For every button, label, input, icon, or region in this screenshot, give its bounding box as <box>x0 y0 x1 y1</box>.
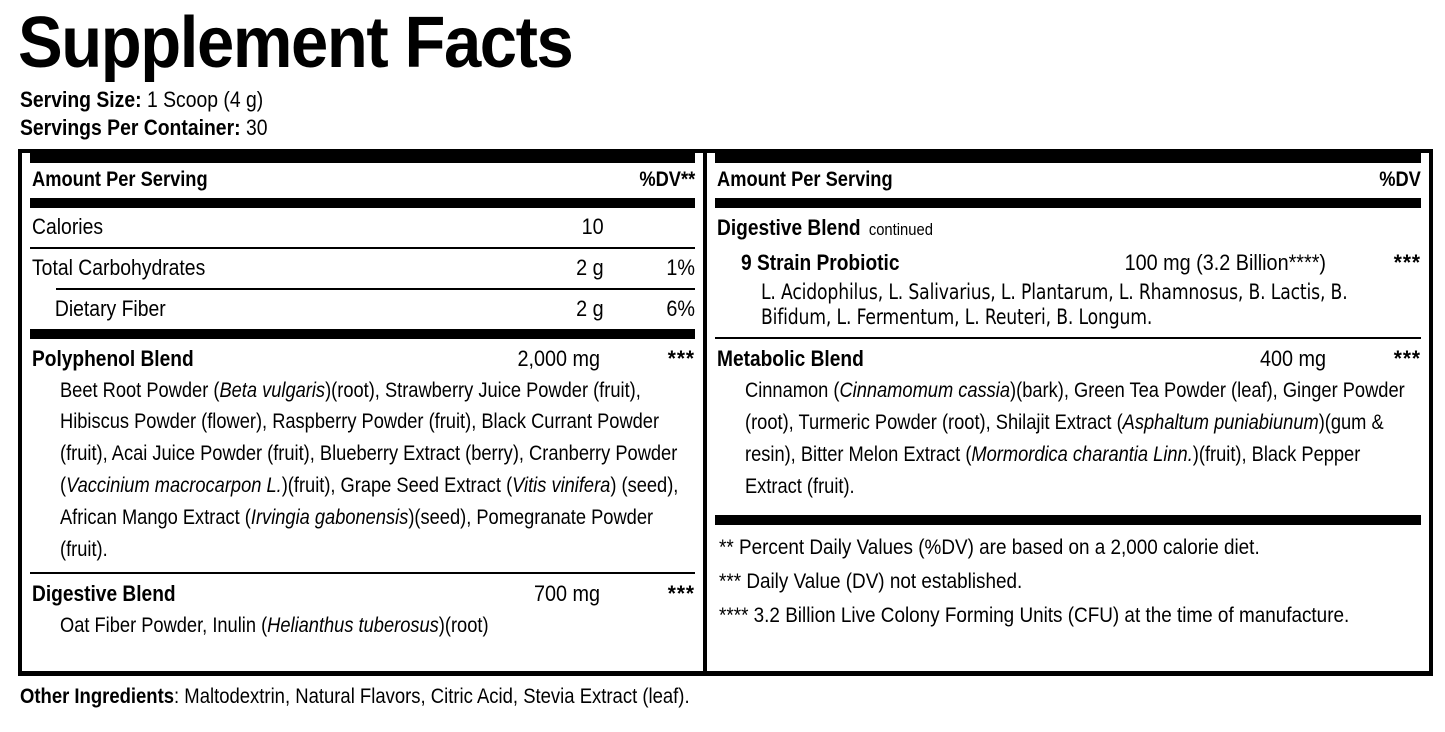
blend-name: Metabolic Blend <box>716 345 864 371</box>
footnote-item: *** Daily Value (DV) not established. <box>719 565 1419 599</box>
other-ingredients-line: Other Ingredients: Maltodextrin, Natural… <box>20 685 1438 709</box>
left-mid-bar <box>30 328 695 339</box>
row-divider <box>714 336 1421 339</box>
serving-info: Serving Size: 1 Scoop (4 g) Servings Per… <box>20 86 1441 142</box>
right-column-header: Amount Per Serving %DV <box>715 163 1421 198</box>
ingredient-text: Beet Root Powder (Beta vulgaris)(root), … <box>60 378 679 562</box>
other-ingredients: Other Ingredients: Maltodextrin, Natural… <box>20 685 1437 709</box>
nutrient-name: Calories <box>32 213 104 239</box>
footnote-text: ** Percent Daily Values (%DV) are based … <box>718 535 1260 559</box>
blend-row-metabolic: Metabolic Blend 400 mg *** <box>715 339 1421 374</box>
blend-name: Polyphenol Blend <box>32 345 194 371</box>
left-dv-label: %DV** <box>638 167 695 191</box>
ingredient-text: Cinnamon (Cinnamomum cassia)(bark), Gree… <box>744 378 1405 498</box>
blend-row-digestive: Digestive Blend 700 mg *** <box>30 574 695 609</box>
footnotes: ** Percent Daily Values (%DV) are based … <box>715 525 1421 633</box>
continued-label: continued <box>868 219 933 239</box>
footnote-item: **** 3.2 Billion Live Colony Forming Uni… <box>719 599 1419 633</box>
nutrient-dv: 1% <box>666 254 695 280</box>
servings-per-container-value: 30 <box>240 115 268 141</box>
probiotic-amount: 100 mg (3.2 Billion****) <box>1124 249 1326 275</box>
serving-size-value: 1 Scoop (4 g) <box>141 87 264 113</box>
left-header-bar <box>30 197 695 208</box>
metabolic-ingredients: Cinnamon (Cinnamomum cassia)(bark), Gree… <box>715 374 1421 509</box>
blend-amount: 700 mg <box>533 580 600 606</box>
blend-row-probiotic: 9 Strain Probiotic 100 mg (3.2 Billion**… <box>715 243 1421 278</box>
ingredient-text: Oat Fiber Powder, Inulin (Helianthus tub… <box>60 613 489 637</box>
serving-size-line: Serving Size: 1 Scoop (4 g) <box>20 86 1441 114</box>
blend-amount: 400 mg <box>1259 345 1326 371</box>
footnote-text: **** 3.2 Billion Live Colony Forming Uni… <box>718 603 1349 627</box>
other-ingredients-label: Other Ingredients <box>20 684 175 708</box>
footnote-item: ** Percent Daily Values (%DV) are based … <box>719 531 1419 565</box>
right-amount-per-serving-label: Amount Per Serving <box>716 167 893 191</box>
nutrient-name: Dietary Fiber <box>54 295 166 321</box>
footnote-text: *** Daily Value (DV) not established. <box>718 569 1022 593</box>
blend-row-digestive-continued: Digestive Blend continued <box>715 208 1421 243</box>
table-row-calories: Calories 10 <box>30 208 695 247</box>
right-dv-label: %DV <box>1379 167 1421 191</box>
digestive-ingredients: Oat Fiber Powder, Inulin (Helianthus tub… <box>30 609 695 648</box>
servings-per-container-label: Servings Per Container: <box>20 115 241 141</box>
table-row-total-carbohydrates: Total Carbohydrates 2 g 1% <box>30 249 695 288</box>
row-divider-indented <box>56 287 695 290</box>
row-divider <box>30 571 695 574</box>
supplement-facts-label: Supplement Facts Serving Size: 1 Scoop (… <box>0 4 1445 732</box>
right-footnote-bar <box>714 514 1421 525</box>
nutrient-amount: 2 g <box>575 295 604 321</box>
probiotic-name: 9 Strain Probiotic <box>740 249 900 275</box>
left-top-bar <box>30 152 695 163</box>
left-amount-per-serving-label: Amount Per Serving <box>32 167 208 191</box>
other-ingredients-value: : Maltodextrin, Natural Flavors, Citric … <box>174 684 690 708</box>
probiotic-strain-list: L. Acidophilus, L. Salivarius, L. Planta… <box>715 278 1421 337</box>
nutrient-amount: 2 g <box>575 254 604 280</box>
blend-dv: *** <box>667 580 695 606</box>
servings-per-container-line: Servings Per Container: 30 <box>20 114 1441 142</box>
blend-amount: 2,000 mg <box>517 345 600 371</box>
blend-dv: *** <box>667 345 695 371</box>
facts-column-left: Amount Per Serving %DV** Calories 10 Tot… <box>22 152 707 671</box>
nutrient-name: Total Carbohydrates <box>32 254 206 280</box>
facts-column-right: Amount Per Serving %DV Digestive Blend c… <box>707 152 1429 671</box>
left-column-header: Amount Per Serving %DV** <box>30 163 695 198</box>
right-top-bar <box>714 152 1421 163</box>
right-header-bar <box>714 197 1421 208</box>
strain-text: L. Acidophilus, L. Salivarius, L. Planta… <box>760 279 1348 329</box>
page-title: Supplement Facts <box>18 3 574 83</box>
nutrient-amount: 10 <box>581 213 604 239</box>
blend-name-continued: Digestive Blend continued <box>717 215 1330 241</box>
blend-name: Digestive Blend <box>32 580 176 606</box>
blend-name: Digestive Blend <box>716 214 861 240</box>
polyphenol-ingredients: Beet Root Powder (Beta vulgaris)(root), … <box>30 374 695 572</box>
blend-row-polyphenol: Polyphenol Blend 2,000 mg *** <box>30 339 695 374</box>
nutrient-dv: 6% <box>666 295 695 321</box>
row-divider <box>30 246 695 249</box>
blend-dv: *** <box>1393 345 1421 371</box>
probiotic-dv: *** <box>1393 249 1421 275</box>
facts-box: Amount Per Serving %DV** Calories 10 Tot… <box>18 148 1433 676</box>
serving-size-label: Serving Size: <box>20 87 142 113</box>
table-row-dietary-fiber: Dietary Fiber 2 g 6% <box>30 290 695 329</box>
